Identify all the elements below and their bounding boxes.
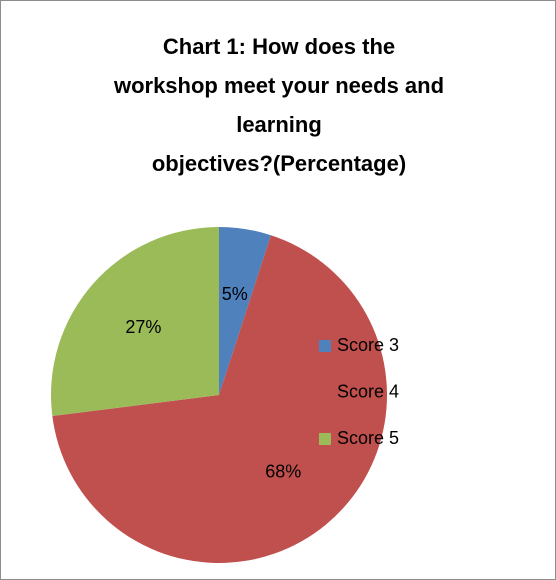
data-label: 68% — [265, 461, 301, 481]
data-label: 27% — [125, 317, 161, 337]
pie-slice — [52, 235, 387, 563]
legend-swatch — [319, 386, 331, 399]
chart-title: Chart 1: How does the workshop meet your… — [113, 34, 445, 176]
legend-label: Score 5 — [337, 428, 399, 448]
legend-swatch — [319, 433, 331, 445]
legend-swatch — [319, 340, 331, 352]
pie-slice — [50, 227, 219, 417]
legend-label: Score 3 — [337, 335, 399, 355]
legend-label: Score 4 — [337, 381, 399, 401]
data-label: 5% — [222, 284, 248, 304]
pie-slice — [219, 227, 271, 395]
